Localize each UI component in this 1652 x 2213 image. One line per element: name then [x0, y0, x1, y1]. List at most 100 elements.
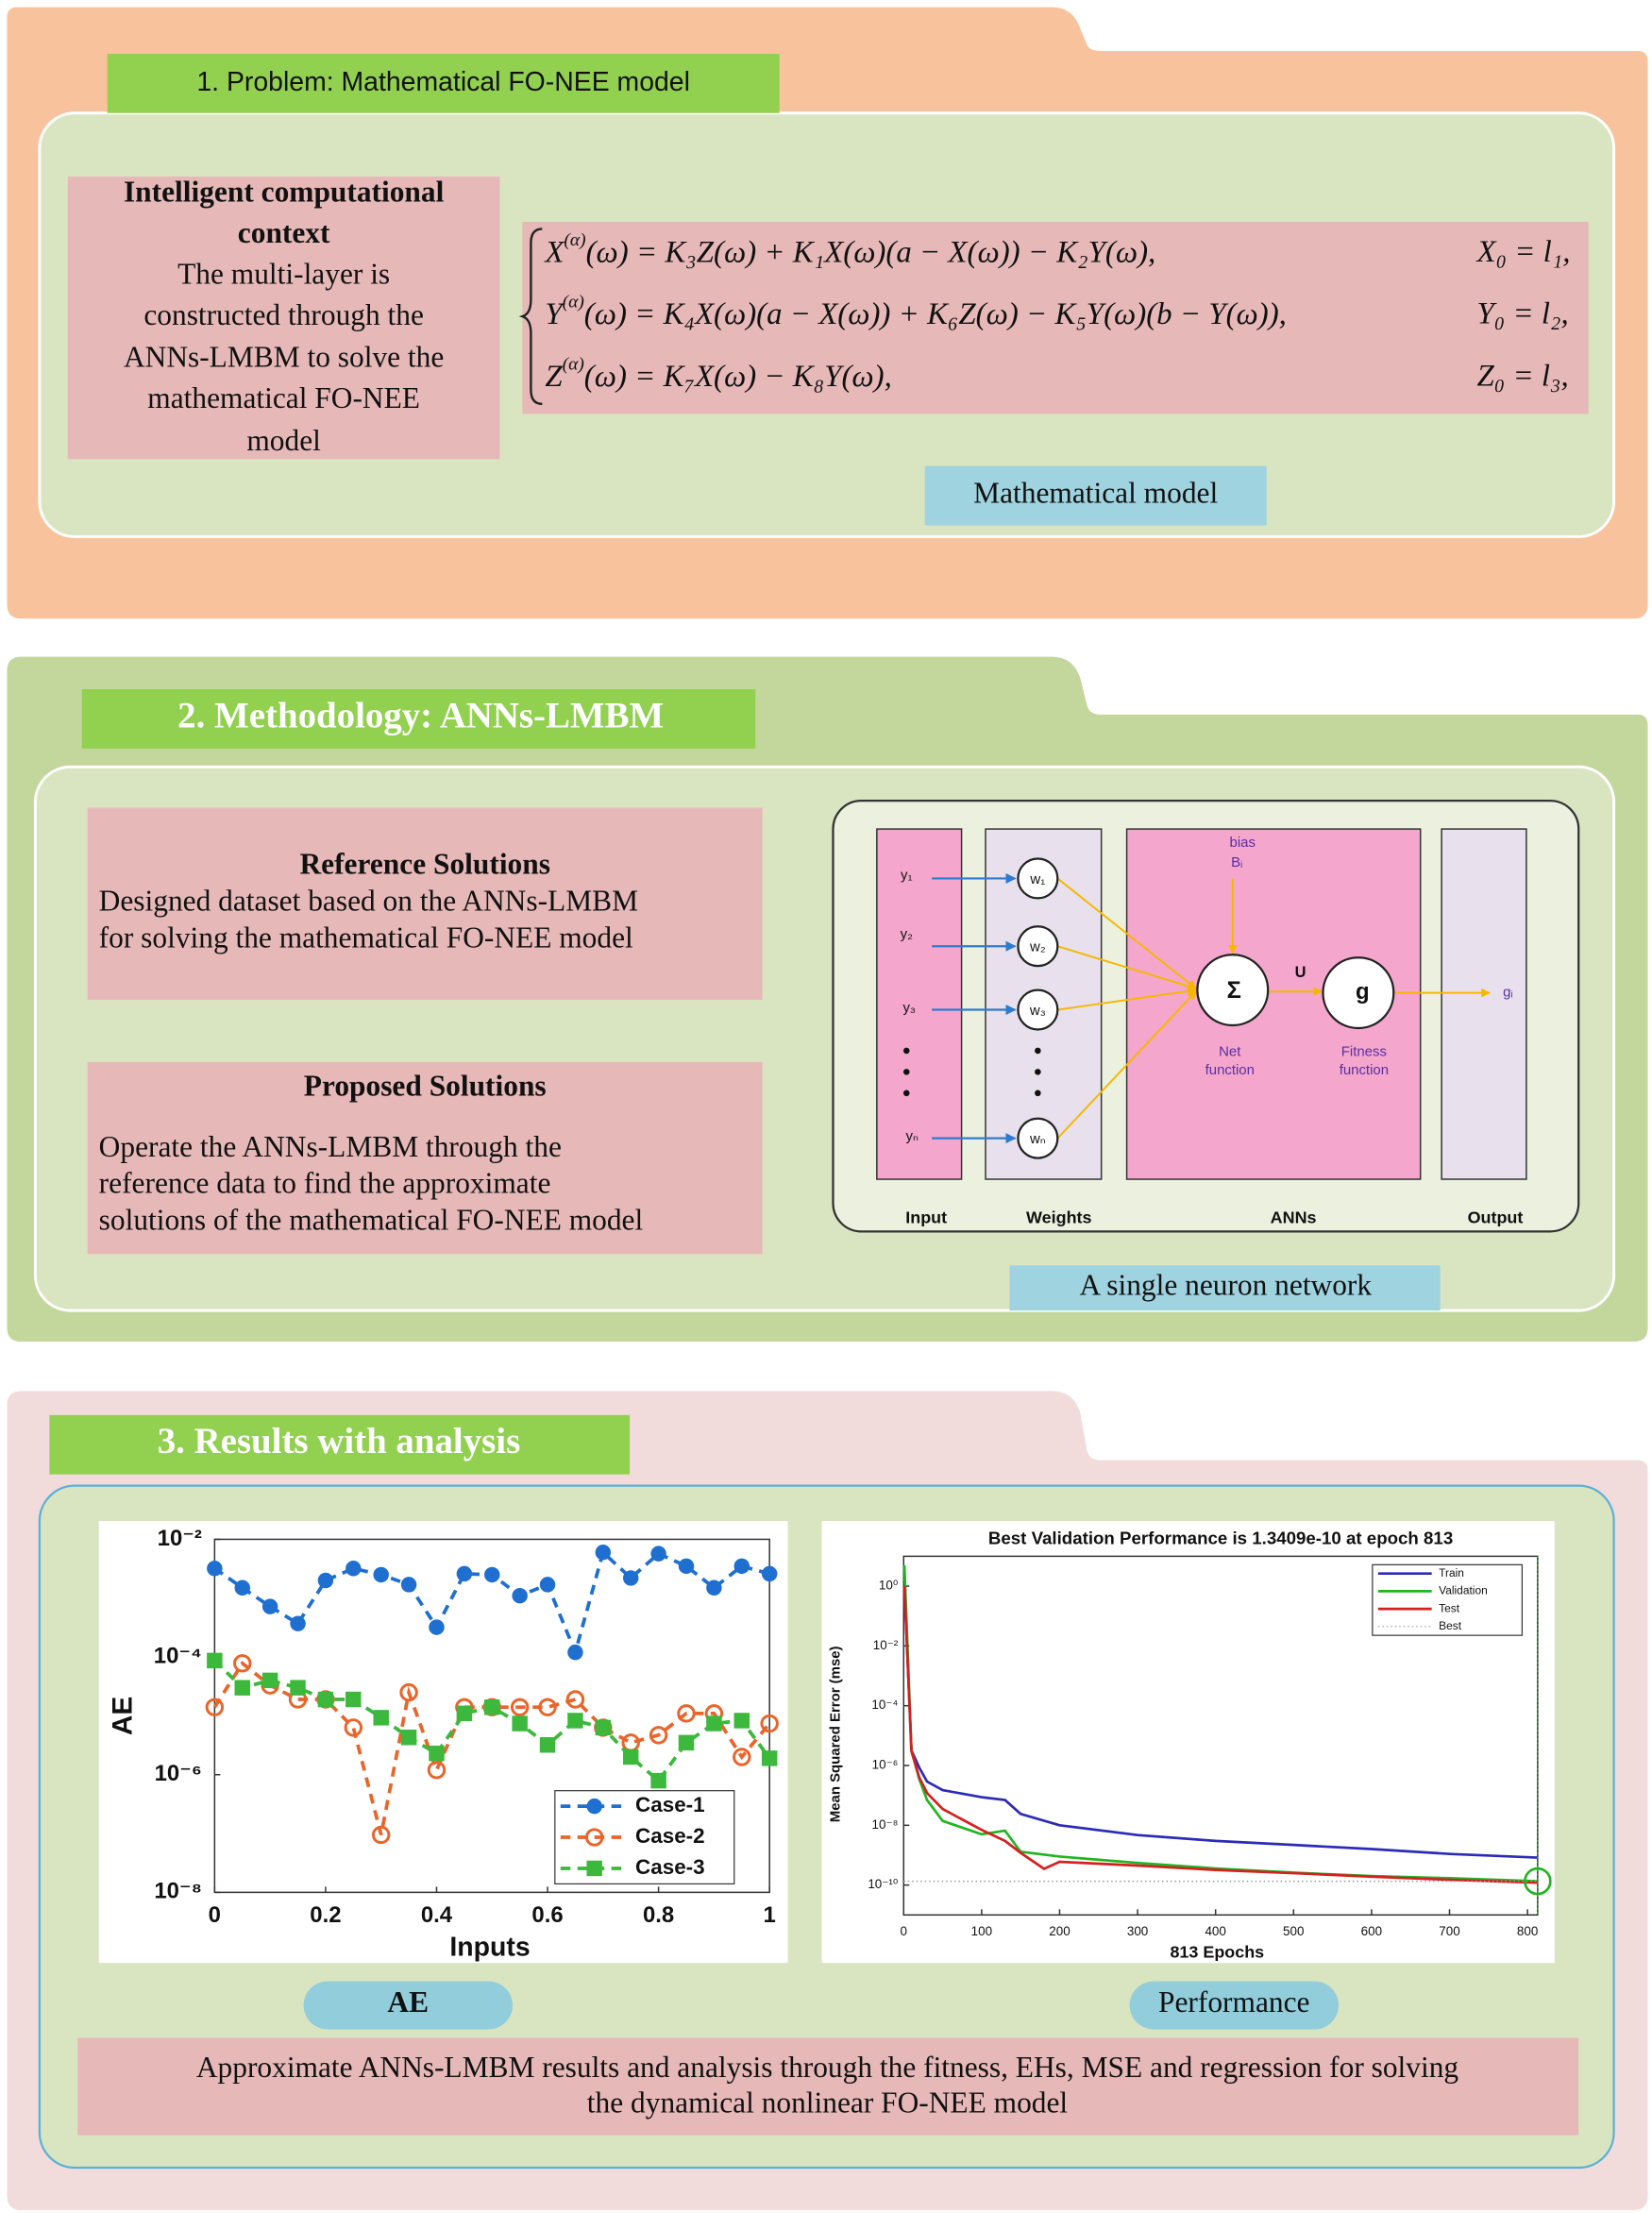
data-point	[761, 1565, 778, 1582]
context-text: ANNs-LMBM to solve the	[124, 341, 444, 374]
x-tick-label: 300	[1127, 1924, 1148, 1938]
data-point	[567, 1644, 583, 1661]
sum-symbol: Σ	[1227, 977, 1241, 1004]
weight-node	[1017, 1117, 1059, 1159]
equation-lhs: Z	[545, 359, 563, 393]
equation-rhs: (ω) = K₄X(ω)(a − X(ω)) + K₆Z(ω) − K₅Y(ω)…	[584, 297, 1287, 331]
y-tick-label: 10⁻⁸	[154, 1879, 202, 1904]
charts: 0 0.2 0.4 0.6 0.8 1 10⁻² 10⁻⁴ 10⁻⁶ 10⁻⁸ Inputs AE Ca…	[108, 1526, 1552, 1963]
legend-label: Train	[1439, 1566, 1464, 1580]
caption-box	[1009, 1265, 1441, 1311]
data-point	[650, 1772, 666, 1789]
y-tick-label: 10⁻⁴	[154, 1643, 202, 1668]
input-column	[876, 828, 963, 1180]
data-point	[456, 1565, 473, 1582]
x-tick-label: 200	[1049, 1924, 1070, 1938]
data-point	[586, 1798, 602, 1815]
data-point	[510, 1698, 530, 1717]
proposed-box	[87, 1061, 763, 1255]
sum-node	[1196, 954, 1270, 1027]
data-point	[586, 1860, 602, 1877]
data-point	[373, 1566, 389, 1583]
column-label: Input	[905, 1208, 947, 1227]
context-text: model	[246, 424, 321, 457]
data-point	[205, 1698, 225, 1717]
fitness-function-label: Fitness	[1341, 1043, 1387, 1059]
input-label: y₃	[902, 1000, 916, 1016]
u-label: U	[1295, 964, 1306, 981]
initial-condition: X₀ = l₁,	[1475, 235, 1571, 269]
legend-label: Case-3	[635, 1855, 705, 1879]
dot	[1035, 1069, 1041, 1075]
legend-label: Case-2	[635, 1824, 705, 1848]
x-tick-label: 100	[971, 1924, 992, 1938]
x-tick-label: 500	[1283, 1924, 1304, 1938]
x-axis-label: Inputs	[449, 1933, 530, 1963]
weight-nodes	[1017, 857, 1395, 1159]
data-point	[290, 1680, 306, 1696]
section-title-box	[81, 689, 756, 749]
data-point	[317, 1572, 334, 1589]
data-point	[565, 1690, 585, 1709]
context-box	[67, 177, 500, 460]
data-point	[760, 1714, 779, 1733]
x-tick-label: 0.2	[310, 1902, 341, 1928]
weight-label: w₃	[1029, 1003, 1046, 1019]
legend-label: Validation	[1439, 1584, 1488, 1597]
context-text: mathematical FO-NEE	[147, 381, 420, 414]
caption-pill	[303, 1981, 513, 2030]
summary-box	[77, 2037, 1579, 2136]
initial-condition: Y₀ = l₂,	[1477, 297, 1569, 331]
section-title-box	[107, 53, 780, 113]
equations: X(α)(ω) = K₃Z(ω) + K₁X(ω)(a − X(ω)) − K₂…	[543, 230, 1570, 393]
initial-condition: Z₀ = l₃,	[1477, 359, 1569, 393]
net-function-label: function	[1205, 1062, 1255, 1078]
equation-superscript: (α)	[564, 230, 585, 250]
data-point	[317, 1691, 334, 1708]
reference-text: Designed dataset based on the ANNs-LMBM	[99, 885, 638, 918]
reference-box	[87, 807, 763, 1001]
equation: Z(α)(ω) = K₇X(ω) − K₈Y(ω),	[545, 355, 891, 394]
network-labels: y₁ y₂ y₃ yₙ w₁ w₂ w₃ wₙ bias Bᵢ Σ U g Ne…	[901, 835, 1524, 1227]
x-tick-label: 0.8	[643, 1902, 674, 1928]
data-point	[346, 1561, 362, 1577]
context-title: Intelligent computational	[124, 176, 445, 209]
weight-node	[1017, 988, 1059, 1031]
data-point	[678, 1558, 695, 1575]
y-tick-label: 10⁻⁸	[872, 1817, 899, 1832]
section-title-box	[49, 1414, 631, 1475]
equation-lhs: X	[543, 235, 565, 269]
link	[1057, 945, 1197, 991]
data-point	[538, 1698, 557, 1717]
data-point	[484, 1699, 500, 1715]
data-point	[733, 1713, 750, 1729]
data-point	[650, 1546, 666, 1562]
y-tick-label: 10⁻⁶	[872, 1758, 899, 1772]
data-point	[429, 1745, 445, 1762]
data-point	[234, 1580, 250, 1596]
data-point	[678, 1734, 695, 1751]
data-point	[539, 1737, 556, 1753]
input-label: y₁	[901, 867, 913, 883]
output-column	[1441, 828, 1527, 1180]
y-axis-label: AE	[108, 1697, 139, 1736]
x-tick-label: 0.4	[421, 1902, 453, 1928]
y-tick-label: 10⁻²	[158, 1526, 202, 1551]
activation-node	[1322, 956, 1395, 1030]
equation-box	[522, 221, 1589, 414]
brace	[518, 228, 543, 406]
data-point	[595, 1545, 612, 1561]
data-point	[539, 1577, 556, 1593]
data-point	[761, 1750, 778, 1766]
dot	[1035, 1090, 1041, 1097]
data-point	[456, 1705, 473, 1722]
data-point	[400, 1577, 417, 1593]
link	[1056, 990, 1197, 1140]
x-tick-label: 700	[1439, 1924, 1459, 1938]
chart-panel	[98, 1520, 788, 1964]
context-text: constructed through the	[143, 298, 424, 331]
data-point	[584, 1828, 604, 1847]
equation-superscript: (α)	[563, 355, 584, 375]
data-line	[902, 1585, 1538, 1884]
